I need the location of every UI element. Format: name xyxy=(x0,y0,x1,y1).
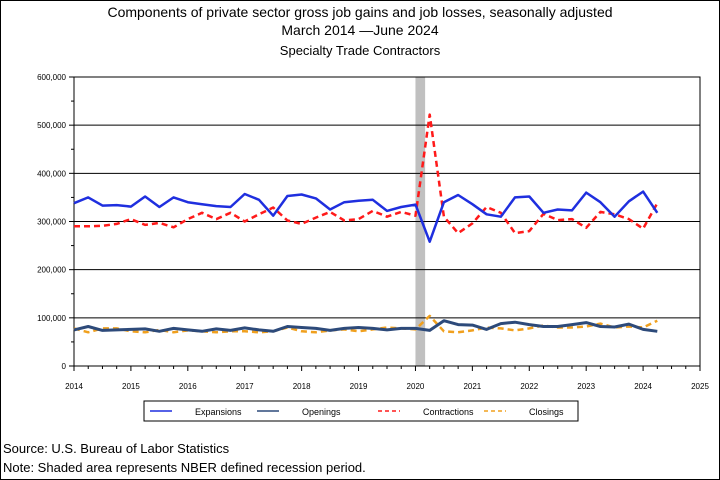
x-tick-label: 2023 xyxy=(577,382,595,391)
y-tick-label: 0 xyxy=(62,362,67,371)
y-tick-label: 200,000 xyxy=(37,266,66,275)
x-tick-label: 2024 xyxy=(634,382,652,391)
legend-label-openings: Openings xyxy=(302,407,341,417)
y-tick-label: 600,000 xyxy=(37,73,66,82)
x-tick-label: 2016 xyxy=(179,382,197,391)
x-tick-label: 2020 xyxy=(407,382,425,391)
y-tick-label: 400,000 xyxy=(37,169,66,178)
series-line-contractions xyxy=(74,113,659,235)
legend-label-closings: Closings xyxy=(529,407,564,417)
recession-note: Note: Shaded area represents NBER define… xyxy=(3,460,366,475)
legend-box xyxy=(143,400,579,422)
y-tick-label: 300,000 xyxy=(37,218,66,227)
y-tick-label: 500,000 xyxy=(37,121,66,130)
y-tick-label: 100,000 xyxy=(37,314,66,323)
x-tick-label: 2019 xyxy=(350,382,368,391)
x-tick-label: 2025 xyxy=(691,382,709,391)
line-chart: 0 100,000 200,000 300,000 400,000 500,000 600,… xyxy=(37,73,709,422)
x-tick-label: 2018 xyxy=(293,382,311,391)
chart-date-range: March 2014 —June 2024 xyxy=(281,22,439,38)
chart-title: Components of private sector gross job g… xyxy=(107,4,613,20)
series-line-openings xyxy=(73,319,658,333)
x-tick-label: 2021 xyxy=(463,382,481,391)
x-tick-label: 2014 xyxy=(65,382,83,391)
legend-label-expansions: Expansions xyxy=(195,407,242,417)
x-tick-label: 2017 xyxy=(236,382,254,391)
series-line-expansions xyxy=(73,190,659,243)
legend-label-contractions: Contractions xyxy=(423,407,474,417)
x-tick-label: 2022 xyxy=(520,382,538,391)
source-note: Source: U.S. Bureau of Labor Statistics xyxy=(3,441,230,456)
x-tick-label: 2015 xyxy=(122,382,140,391)
chart-industry: Specialty Trade Contractors xyxy=(279,43,441,58)
